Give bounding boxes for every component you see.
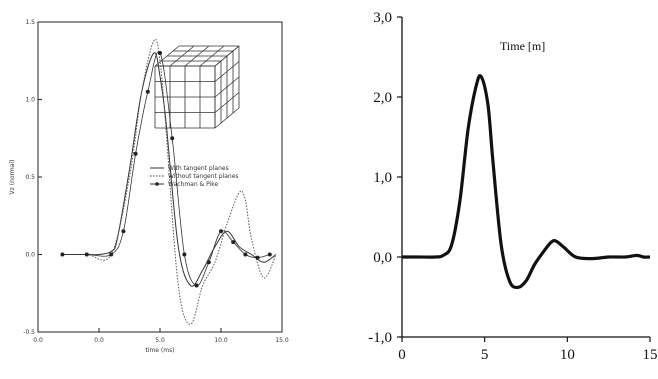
- left-series-wachman-pike-marker: [158, 51, 162, 55]
- left-y-tick-label: 1.5: [25, 19, 35, 26]
- left-chart: 0.0 0.0 5.0 10.0 15.0-0.50.00.51.01.5 With t…: [9, 19, 289, 354]
- cube-line: [214, 107, 240, 129]
- right-x-tick-label: 10: [560, 347, 575, 363]
- left-series-wachman-pike-marker: [109, 252, 114, 257]
- left-series-wachman-pike-marker: [231, 240, 236, 245]
- legend-marker: [155, 182, 159, 186]
- left-y-tick-label: 1.0: [25, 97, 35, 104]
- right-x-tick-label: 0: [398, 347, 406, 363]
- left-x-tick-label: 5.0: [155, 337, 165, 344]
- right-chart-annotation: Time [m]: [500, 39, 545, 53]
- left-series-wachman-pike-line: [62, 51, 270, 286]
- legend-entry: Without tangent planes: [168, 173, 239, 180]
- left-y-tick-label: 0.5: [25, 174, 35, 181]
- right-y-tick-label: 3,0: [373, 10, 392, 26]
- legend-entry: With tangent planes: [168, 165, 229, 172]
- left-y-tick-label: -0.5: [23, 329, 35, 336]
- left-series-wachman-pike-marker: [182, 252, 187, 257]
- right-y-tick-label: 2,0: [373, 90, 392, 106]
- right-x-tick-label: 5: [481, 347, 489, 363]
- left-series-without-tangent-line: [62, 38, 277, 325]
- left-x-tick-label: 15.0: [275, 337, 289, 344]
- left-series-wachman-pike-marker: [206, 260, 211, 265]
- left-series-wachman-pike-marker: [84, 252, 89, 257]
- left-series-wachman-pike-marker: [145, 89, 150, 94]
- cube-line: [199, 45, 225, 67]
- left-series-wachman-pike-marker: [60, 252, 65, 257]
- cube-line: [214, 92, 240, 113]
- left-series-wachman-pike-marker: [170, 136, 175, 141]
- left-series-wachman-pike-marker: [219, 229, 223, 234]
- right-series-line: [401, 74, 651, 290]
- left-y-axis-label: Vz (normal): [9, 160, 16, 195]
- left-x-tick-label: 10.0: [214, 337, 228, 344]
- legend-entry: Wachman & Pike: [168, 181, 219, 188]
- left-y-tick-label: 0.0: [25, 252, 35, 259]
- right-chart: -1,0 0,0 1,0 2,0 3,0 0 5 10 15 Time [m]: [368, 10, 657, 363]
- right-y-tick-label: 1,0: [373, 170, 392, 186]
- right-y-tick-label: -1,0: [368, 330, 392, 346]
- right-y-tick-label: 0,0: [373, 250, 392, 266]
- left-x-tick-label: 0.0: [94, 337, 104, 344]
- left-series-wachman-pike-marker: [133, 151, 138, 156]
- left-series-wachman-pike-marker: [255, 255, 260, 260]
- left-series-with-tangent-line: [62, 52, 277, 287]
- left-x-axis-label: time (ms): [145, 347, 174, 354]
- cube-grid-inset: [154, 45, 240, 129]
- left-series-wachman-pike-marker: [121, 229, 126, 234]
- left-x-tick-label: 0.0: [33, 337, 43, 344]
- left-series-wachman-pike-marker: [194, 283, 199, 288]
- left-plot-frame: [37, 21, 283, 333]
- left-series-wachman-pike-marker: [243, 252, 248, 257]
- left-series-wachman-pike-marker: [267, 252, 272, 257]
- right-x-tick-label: 15: [643, 347, 658, 363]
